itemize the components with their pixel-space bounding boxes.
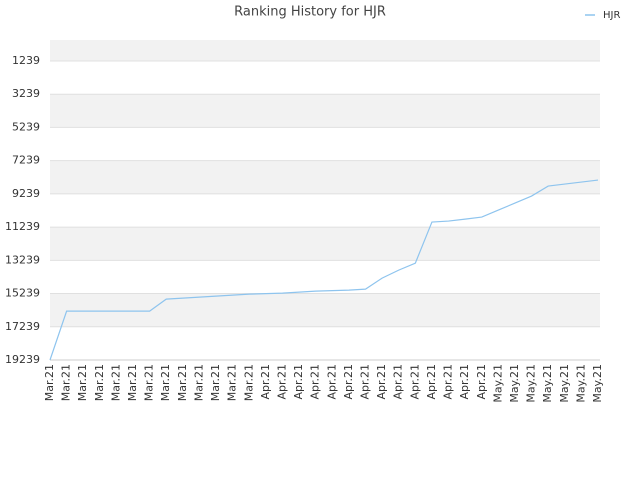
y-tick-label: 3239: [12, 87, 40, 100]
x-tick-label: Apr.21: [342, 364, 355, 400]
x-tick-label: Apr.21: [425, 364, 438, 400]
y-tick-label: 11239: [5, 220, 40, 233]
y-tick-label: 5239: [12, 120, 40, 133]
y-tick-label: 17239: [5, 320, 40, 333]
x-tick-label: Apr.21: [309, 364, 322, 400]
y-tick-label: 19239: [5, 353, 40, 366]
x-tick-label: May.21: [491, 364, 504, 403]
y-tick-label: 13239: [5, 253, 40, 266]
x-tick-label: Mar.21: [176, 364, 189, 401]
x-tick-label: Apr.21: [408, 364, 421, 400]
x-tick-label: May.21: [525, 364, 538, 403]
x-tick-label: Apr.21: [375, 364, 388, 400]
x-tick-label: May.21: [558, 364, 571, 403]
x-tick-label: Apr.21: [259, 364, 272, 400]
x-tick-label: May.21: [541, 364, 554, 403]
plot-band: [50, 293, 600, 327]
y-tick-label: 9239: [12, 187, 40, 200]
x-tick-label: Mar.21: [192, 364, 205, 401]
x-tick-label: Mar.21: [242, 364, 255, 401]
x-tick-label: Apr.21: [275, 364, 288, 400]
y-tick-label: 1239: [12, 54, 40, 67]
x-tick-label: Mar.21: [209, 364, 222, 401]
plot-band: [50, 160, 600, 194]
x-tick-label: Apr.21: [442, 364, 455, 400]
x-tick-label: Apr.21: [458, 364, 471, 400]
legend-label: HJR: [603, 10, 620, 21]
x-tick-label: Apr.21: [292, 364, 305, 400]
x-tick-label: Mar.21: [109, 364, 122, 401]
chart-title: Ranking History for HJR: [234, 5, 386, 20]
x-tick-label: Mar.21: [43, 364, 56, 401]
x-tick-label: Apr.21: [325, 364, 338, 400]
x-tick-label: May.21: [591, 364, 604, 403]
y-tick-label: 15239: [5, 287, 40, 300]
x-tick-label: Mar.21: [60, 364, 73, 401]
plot-band: [50, 94, 600, 128]
data-line: [49, 179, 599, 361]
x-tick-label: Apr.21: [359, 364, 372, 400]
x-tick-label: Mar.21: [143, 364, 156, 401]
plot-band: [50, 40, 600, 61]
plot-band: [50, 227, 600, 261]
x-tick-label: Mar.21: [159, 364, 172, 401]
x-tick-label: Mar.21: [126, 364, 139, 401]
x-tick-label: Mar.21: [76, 364, 89, 401]
x-tick-label: Mar.21: [93, 364, 106, 401]
x-tick-label: Mar.21: [226, 364, 239, 401]
y-tick-label: 7239: [12, 154, 40, 167]
x-tick-label: Apr.21: [392, 364, 405, 400]
x-tick-label: May.21: [574, 364, 587, 403]
x-tick-label: May.21: [508, 364, 521, 403]
x-tick-label: Apr.21: [475, 364, 488, 400]
